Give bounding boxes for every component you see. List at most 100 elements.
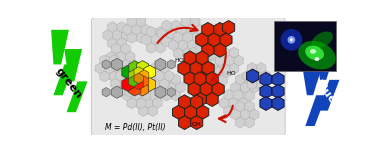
Polygon shape xyxy=(177,24,186,35)
Polygon shape xyxy=(184,105,197,119)
Polygon shape xyxy=(153,98,162,108)
Polygon shape xyxy=(238,98,247,108)
Polygon shape xyxy=(155,71,164,81)
Polygon shape xyxy=(146,43,156,53)
Polygon shape xyxy=(194,55,203,66)
Polygon shape xyxy=(245,117,254,128)
Polygon shape xyxy=(114,63,123,74)
Polygon shape xyxy=(134,79,143,90)
Ellipse shape xyxy=(312,31,333,48)
Polygon shape xyxy=(272,85,284,98)
Polygon shape xyxy=(233,90,243,100)
Polygon shape xyxy=(115,86,125,97)
Polygon shape xyxy=(112,30,122,41)
Polygon shape xyxy=(134,67,143,78)
Polygon shape xyxy=(148,106,157,116)
Polygon shape xyxy=(235,117,245,128)
Ellipse shape xyxy=(298,41,336,69)
Polygon shape xyxy=(191,95,203,109)
Text: green: green xyxy=(53,66,83,101)
Polygon shape xyxy=(122,30,131,41)
Polygon shape xyxy=(122,90,132,101)
Polygon shape xyxy=(122,24,132,35)
Polygon shape xyxy=(157,82,167,93)
Ellipse shape xyxy=(314,57,319,61)
Polygon shape xyxy=(122,65,134,79)
Polygon shape xyxy=(144,78,156,91)
Polygon shape xyxy=(235,101,245,112)
Polygon shape xyxy=(205,44,215,54)
Polygon shape xyxy=(215,55,225,66)
Polygon shape xyxy=(231,109,240,120)
Polygon shape xyxy=(171,74,181,85)
Polygon shape xyxy=(222,67,232,78)
Polygon shape xyxy=(223,21,235,34)
Polygon shape xyxy=(125,51,135,62)
Polygon shape xyxy=(260,72,272,86)
Polygon shape xyxy=(202,61,214,75)
Polygon shape xyxy=(247,79,257,90)
Polygon shape xyxy=(160,79,169,90)
Polygon shape xyxy=(176,82,185,93)
Polygon shape xyxy=(189,47,198,58)
Polygon shape xyxy=(102,88,110,97)
Polygon shape xyxy=(141,24,150,35)
Polygon shape xyxy=(105,63,114,74)
Polygon shape xyxy=(206,72,218,86)
Polygon shape xyxy=(247,62,257,73)
Polygon shape xyxy=(160,34,170,45)
Polygon shape xyxy=(235,90,245,101)
Polygon shape xyxy=(112,43,121,54)
Polygon shape xyxy=(125,70,134,81)
Polygon shape xyxy=(102,60,110,69)
Polygon shape xyxy=(235,74,245,85)
Polygon shape xyxy=(225,55,234,66)
Polygon shape xyxy=(178,61,190,75)
Polygon shape xyxy=(150,62,160,73)
Polygon shape xyxy=(132,90,141,101)
Polygon shape xyxy=(136,33,146,43)
Polygon shape xyxy=(112,86,122,98)
Polygon shape xyxy=(197,105,209,119)
Polygon shape xyxy=(115,70,125,81)
Polygon shape xyxy=(202,43,214,57)
Polygon shape xyxy=(203,55,212,66)
Polygon shape xyxy=(129,78,139,89)
Polygon shape xyxy=(196,33,208,47)
Polygon shape xyxy=(169,40,178,51)
Polygon shape xyxy=(125,86,134,97)
Polygon shape xyxy=(229,47,239,58)
Polygon shape xyxy=(121,43,130,54)
Polygon shape xyxy=(206,93,218,106)
Bar xyxy=(274,21,336,71)
Polygon shape xyxy=(181,16,191,27)
Polygon shape xyxy=(129,61,141,74)
Polygon shape xyxy=(174,48,183,59)
Polygon shape xyxy=(143,98,153,108)
Polygon shape xyxy=(171,36,181,47)
Polygon shape xyxy=(100,55,109,66)
Polygon shape xyxy=(167,88,175,97)
Polygon shape xyxy=(156,43,165,53)
Polygon shape xyxy=(208,59,218,69)
Polygon shape xyxy=(191,33,200,43)
Polygon shape xyxy=(171,90,181,101)
Polygon shape xyxy=(127,82,136,93)
Polygon shape xyxy=(187,40,197,51)
Text: blue: blue xyxy=(313,78,337,105)
Polygon shape xyxy=(151,34,160,45)
Polygon shape xyxy=(303,71,326,126)
Polygon shape xyxy=(204,67,213,78)
Ellipse shape xyxy=(305,46,324,60)
Polygon shape xyxy=(191,16,200,27)
Polygon shape xyxy=(202,22,214,36)
Polygon shape xyxy=(240,82,249,93)
Polygon shape xyxy=(139,106,148,116)
Polygon shape xyxy=(246,69,259,83)
Polygon shape xyxy=(111,78,120,89)
Polygon shape xyxy=(210,36,219,46)
Polygon shape xyxy=(155,58,166,71)
Polygon shape xyxy=(127,98,136,109)
Polygon shape xyxy=(132,24,141,35)
Polygon shape xyxy=(162,20,171,31)
